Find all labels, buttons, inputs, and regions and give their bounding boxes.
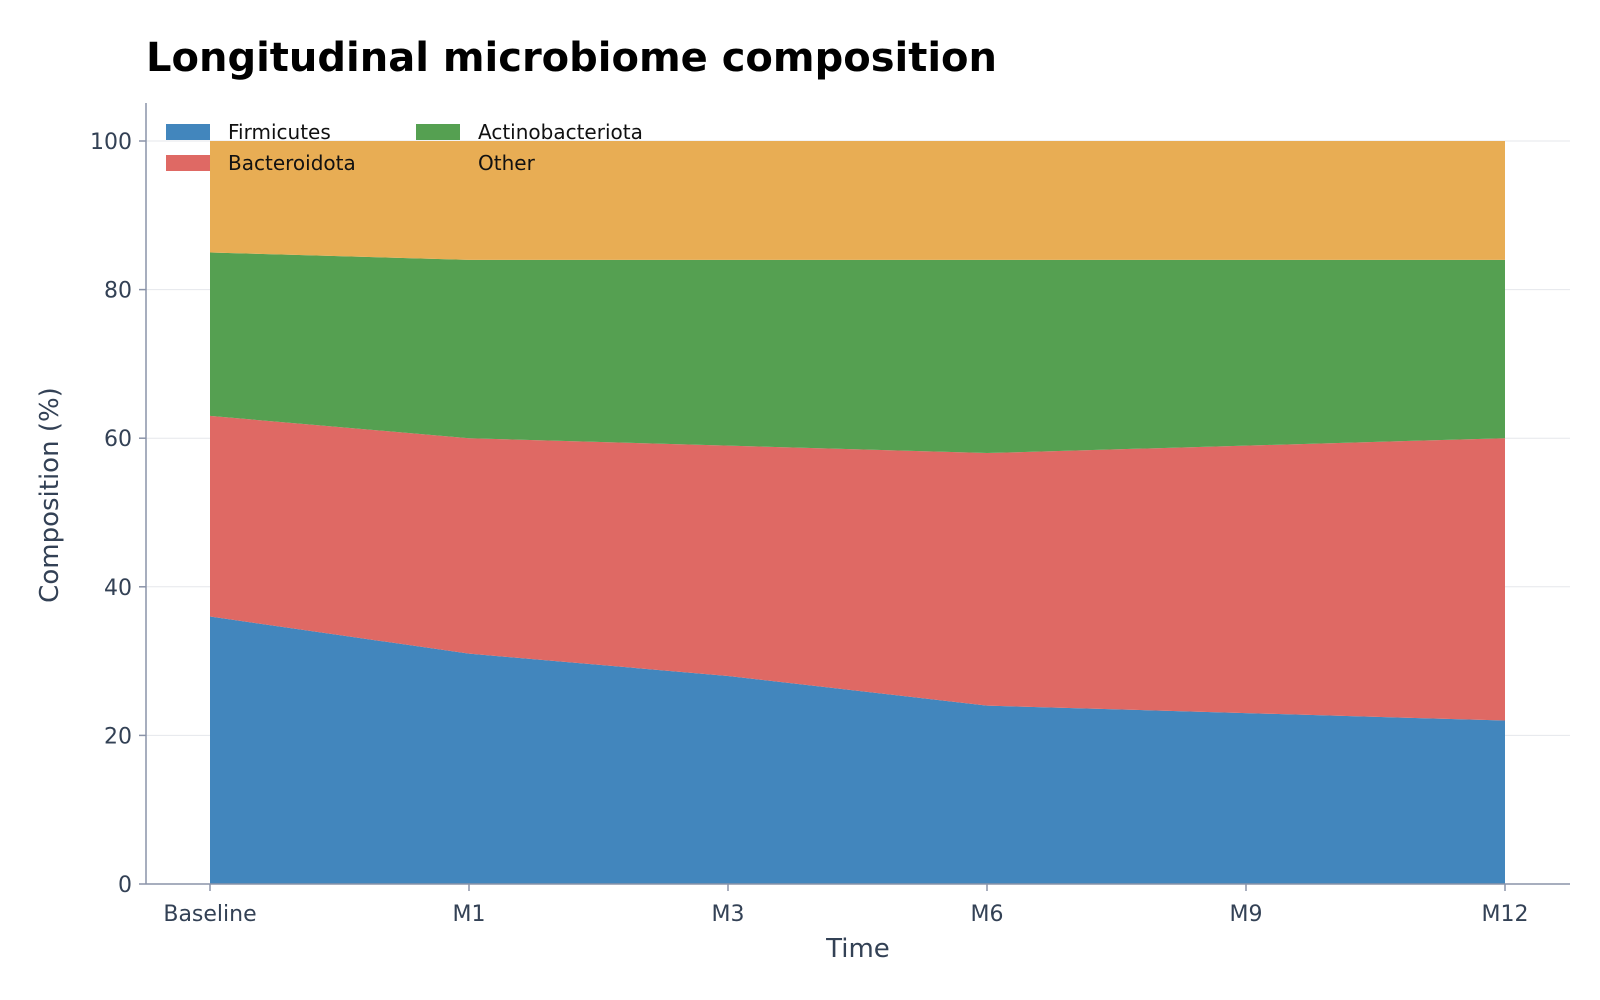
legend-label-firmicutes: Firmicutes [228, 120, 331, 144]
area-bacteroidota [210, 415, 1505, 721]
axis-layer: 0 20 40 60 80 100 Baseline M1 M3 M6 M9 M12 [90, 103, 1570, 927]
area-actinobacteriota [210, 252, 1505, 454]
legend-label-actinobacteriota: Actinobacteriota [478, 120, 643, 144]
x-tick-label-m12: M12 [1482, 902, 1529, 927]
y-tick-label-100: 100 [90, 130, 132, 155]
legend-swatch-other [416, 155, 460, 171]
x-tick-label-m9: M9 [1230, 902, 1263, 927]
area-firmicutes [210, 616, 1505, 884]
legend-label-bacteroidota: Bacteroidota [228, 151, 356, 175]
y-tick-label-20: 20 [104, 724, 132, 749]
y-tick-label-0: 0 [118, 873, 132, 898]
y-axis-title: Composition (%) [35, 387, 65, 603]
y-tick-label-40: 40 [104, 576, 132, 601]
y-tick-label-60: 60 [104, 427, 132, 452]
area-layer [210, 141, 1505, 884]
x-tick-label-m3: M3 [712, 902, 745, 927]
legend-swatch-firmicutes [166, 124, 210, 140]
legend: Firmicutes Bacteroidota Actinobacteriota Ot… [166, 120, 643, 175]
x-axis-title: Time [825, 934, 890, 964]
y-tick-label-80: 80 [104, 279, 132, 304]
x-tick-label-m1: M1 [453, 902, 486, 927]
x-tick-label-m6: M6 [971, 902, 1004, 927]
legend-label-other: Other [478, 151, 536, 175]
area-other [210, 141, 1505, 260]
chart-title: Longitudinal microbiome composition [146, 35, 997, 81]
x-tick-label-baseline: Baseline [163, 902, 256, 927]
legend-swatch-bacteroidota [166, 155, 210, 171]
legend-swatch-actinobacteriota [416, 124, 460, 140]
